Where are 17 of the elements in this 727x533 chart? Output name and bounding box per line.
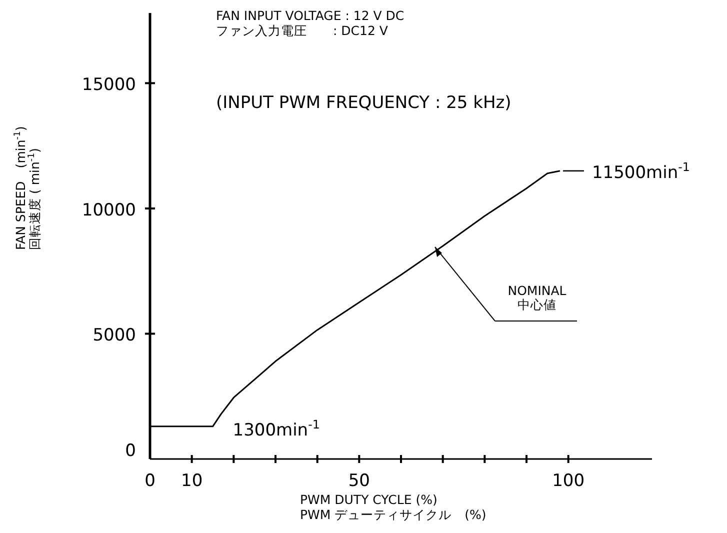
xlabel: PWM DUTY CYCLE (%) [300, 492, 438, 507]
annotation: NOMINAL [508, 283, 566, 298]
ytick: 10000 [82, 200, 136, 220]
xtick: 10 [181, 471, 203, 491]
annotation: (INPUT PWM FREQUENCY : 25 kHz) [216, 93, 512, 113]
xtick: 50 [348, 471, 370, 491]
ytick: 0 [125, 441, 136, 461]
annotation: 11500min$^{-1}$ [592, 160, 690, 183]
annotation: 中心値 [518, 297, 556, 312]
annotation: 1300min$^{-1}$ [232, 417, 320, 440]
ytick: 5000 [92, 326, 136, 346]
title: ファン入力電圧 : DC12 V [216, 23, 388, 38]
xtick: 0 [144, 471, 156, 491]
xtick: 100 [552, 471, 585, 491]
title: FAN INPUT VOLTAGE : 12 V DC [216, 8, 404, 23]
ytick: 15000 [82, 75, 136, 96]
xlabel: PWM デューティサイクル (%) [300, 507, 486, 522]
